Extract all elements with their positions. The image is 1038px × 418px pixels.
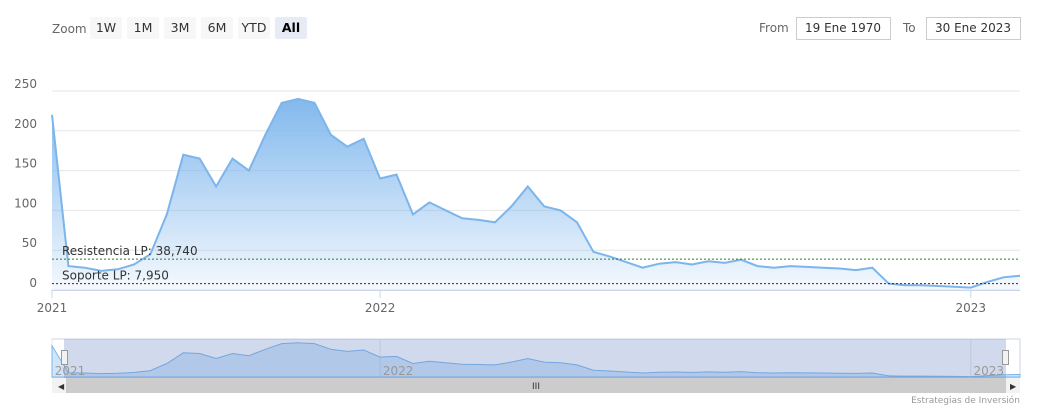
navigator-handle[interactable]: [1002, 350, 1009, 365]
navigator-label: 2022: [383, 364, 414, 378]
navigator-label: 2023: [974, 364, 1005, 378]
range-button-label: 3M: [171, 20, 190, 35]
range-button-label: 1W: [96, 20, 116, 35]
range-button-label: YTD: [241, 20, 267, 35]
y-tick-label: 150: [14, 157, 37, 171]
scrollbar-grip: III: [532, 382, 540, 392]
scrollbar-thumb[interactable]: [66, 378, 1006, 393]
range-button-bg: [90, 17, 122, 39]
to-label: To: [902, 21, 916, 35]
range-button-bg: [201, 17, 233, 39]
range-button-label: 6M: [208, 20, 227, 35]
scroll-left[interactable]: ◀: [58, 382, 65, 391]
x-tick-label: 2023: [956, 301, 987, 315]
range-button-bg: [275, 17, 307, 39]
range-button-bg: [238, 17, 270, 39]
range-button-label: 1M: [134, 20, 153, 35]
x-tick-label: 2022: [365, 301, 396, 315]
y-tick-label: 250: [14, 77, 37, 91]
from-input[interactable]: [796, 17, 891, 40]
range-button[interactable]: 3M: [164, 17, 196, 39]
x-tick-label: 2021: [37, 301, 68, 315]
from-label: From: [759, 21, 789, 35]
y-tick-label: 200: [14, 117, 37, 131]
range-button[interactable]: All: [275, 17, 307, 39]
plot-line-label: Resistencia LP: 38,740: [62, 244, 198, 258]
navigator-label: 2021: [55, 364, 86, 378]
to-input[interactable]: [926, 17, 1021, 40]
y-tick-label: 50: [22, 236, 37, 250]
y-tick-label: 100: [14, 196, 37, 210]
zoom-label: Zoom: [52, 22, 87, 36]
y-tick-label: 0: [29, 276, 37, 290]
range-button[interactable]: 1W: [90, 17, 122, 39]
from-value: 19 Ene 1970: [805, 21, 881, 35]
range-button[interactable]: 6M: [201, 17, 233, 39]
navigator-handle[interactable]: [61, 350, 68, 365]
credits: Estrategias de Inversión: [911, 395, 1020, 406]
range-button[interactable]: YTD: [238, 17, 270, 39]
range-button[interactable]: 1M: [127, 17, 159, 39]
to-value: 30 Ene 2023: [935, 21, 1011, 35]
range-button-bg: [127, 17, 159, 39]
scroll-right[interactable]: ▶: [1010, 382, 1017, 391]
line: [51, 97, 1021, 289]
plot-line-label: Soporte LP: 7,950: [62, 269, 169, 283]
area: [52, 98, 1020, 291]
navigator-mask[interactable]: [64, 339, 1006, 378]
navigator-area: [51, 342, 1021, 378]
range-button-bg: [164, 17, 196, 39]
range-button-label: All: [282, 20, 300, 35]
